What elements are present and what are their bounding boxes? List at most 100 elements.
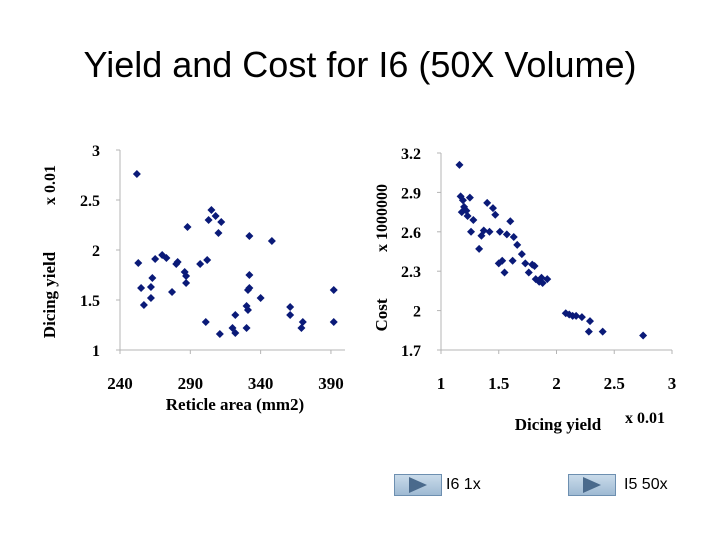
x-tick-label: 1.5 (488, 374, 509, 393)
y-tick-label: 1 (92, 343, 100, 360)
i5-50x-button[interactable]: I5 50x (568, 474, 668, 496)
data-point (182, 272, 191, 280)
x-tick-label: 340 (248, 374, 274, 393)
data-point (329, 318, 338, 326)
data-point (502, 230, 511, 239)
data-point (462, 206, 471, 215)
data-point (639, 331, 648, 340)
data-point (488, 204, 497, 213)
x-tick-label: 3 (668, 374, 677, 393)
data-point (508, 256, 517, 265)
y-tick-label: 2.6 (401, 225, 421, 242)
data-point (231, 311, 240, 319)
data-point (139, 301, 148, 309)
data-point (256, 294, 265, 302)
data-point (297, 324, 306, 332)
data-point (584, 327, 593, 336)
x-axis-title: Reticle area (mm2) (166, 395, 304, 414)
data-point (500, 268, 509, 277)
data-point (485, 227, 494, 236)
y-tick-label: 3 (92, 143, 100, 160)
data-point (509, 233, 518, 242)
y-axis-multiplier: x 0.01 (42, 165, 59, 205)
play-icon (583, 477, 601, 493)
data-point (577, 313, 586, 322)
data-point (146, 294, 155, 302)
data-point (469, 215, 478, 224)
data-point (215, 330, 224, 338)
data-point (162, 254, 171, 262)
data-point (506, 217, 515, 226)
data-point (245, 284, 254, 292)
data-point (146, 283, 155, 291)
data-point (214, 229, 223, 237)
y-tick-label: 2 (92, 243, 100, 260)
y-tick-label: 2.5 (80, 193, 100, 210)
y-tick-label: 2.9 (401, 185, 421, 202)
x-tick-label: 2 (552, 374, 561, 393)
data-point (132, 170, 141, 178)
data-point (475, 244, 484, 253)
data-point (173, 258, 182, 266)
data-point (207, 206, 216, 214)
i6-1x-label: I6 1x (446, 476, 481, 493)
data-point (538, 279, 547, 288)
data-point (491, 210, 500, 219)
y-tick-label: 2.3 (401, 264, 421, 281)
data-point (286, 303, 295, 311)
data-point (530, 261, 539, 270)
x-tick-label: 2.5 (604, 374, 625, 393)
data-point (479, 226, 488, 235)
data-point (467, 227, 476, 236)
x-tick-label: 1 (437, 374, 446, 393)
data-point (543, 275, 552, 284)
data-point (329, 286, 338, 294)
data-point (458, 196, 467, 205)
y-axis-multiplier: x 1000000 (374, 184, 391, 252)
data-point (498, 256, 507, 265)
page-title: Yield and Cost for I6 (50X Volume) (83, 44, 637, 85)
data-point (495, 227, 504, 236)
data-point (245, 232, 254, 240)
data-point (463, 212, 472, 221)
y-axis-title: Cost (372, 298, 391, 331)
data-point (572, 311, 581, 320)
x-tick-label: 290 (178, 374, 204, 393)
data-point (134, 259, 143, 267)
x-axis-multiplier: x 0.01 (625, 410, 665, 427)
play-button-box (568, 474, 616, 496)
data-point (183, 223, 192, 231)
y-axis-title: Dicing yield (40, 251, 59, 338)
data-point (148, 274, 157, 282)
i6-1x-button[interactable]: I6 1x (394, 474, 481, 496)
play-button-box (394, 474, 442, 496)
data-point (267, 237, 276, 245)
x-tick-label: 240 (107, 374, 133, 393)
data-point (182, 279, 191, 287)
x-axis-title: Dicing yield (515, 415, 602, 434)
x-tick-label: 390 (318, 374, 344, 393)
data-point (513, 240, 522, 249)
data-point (483, 198, 492, 207)
data-point (298, 318, 307, 326)
data-point (204, 216, 213, 224)
data-point (168, 288, 177, 296)
data-point (286, 311, 295, 319)
data-point (203, 256, 212, 264)
data-point (196, 260, 205, 268)
data-point (455, 160, 464, 169)
y-tick-label: 1.5 (80, 293, 100, 310)
y-tick-label: 1.7 (401, 343, 421, 360)
i5-50x-label: I5 50x (624, 476, 668, 493)
data-point (521, 259, 530, 268)
data-point (598, 327, 607, 336)
data-point (537, 273, 546, 282)
data-point (242, 324, 251, 332)
data-point (211, 212, 220, 220)
data-point (524, 268, 533, 277)
data-point (137, 284, 146, 292)
data-point (465, 193, 474, 202)
play-icon (409, 477, 427, 493)
